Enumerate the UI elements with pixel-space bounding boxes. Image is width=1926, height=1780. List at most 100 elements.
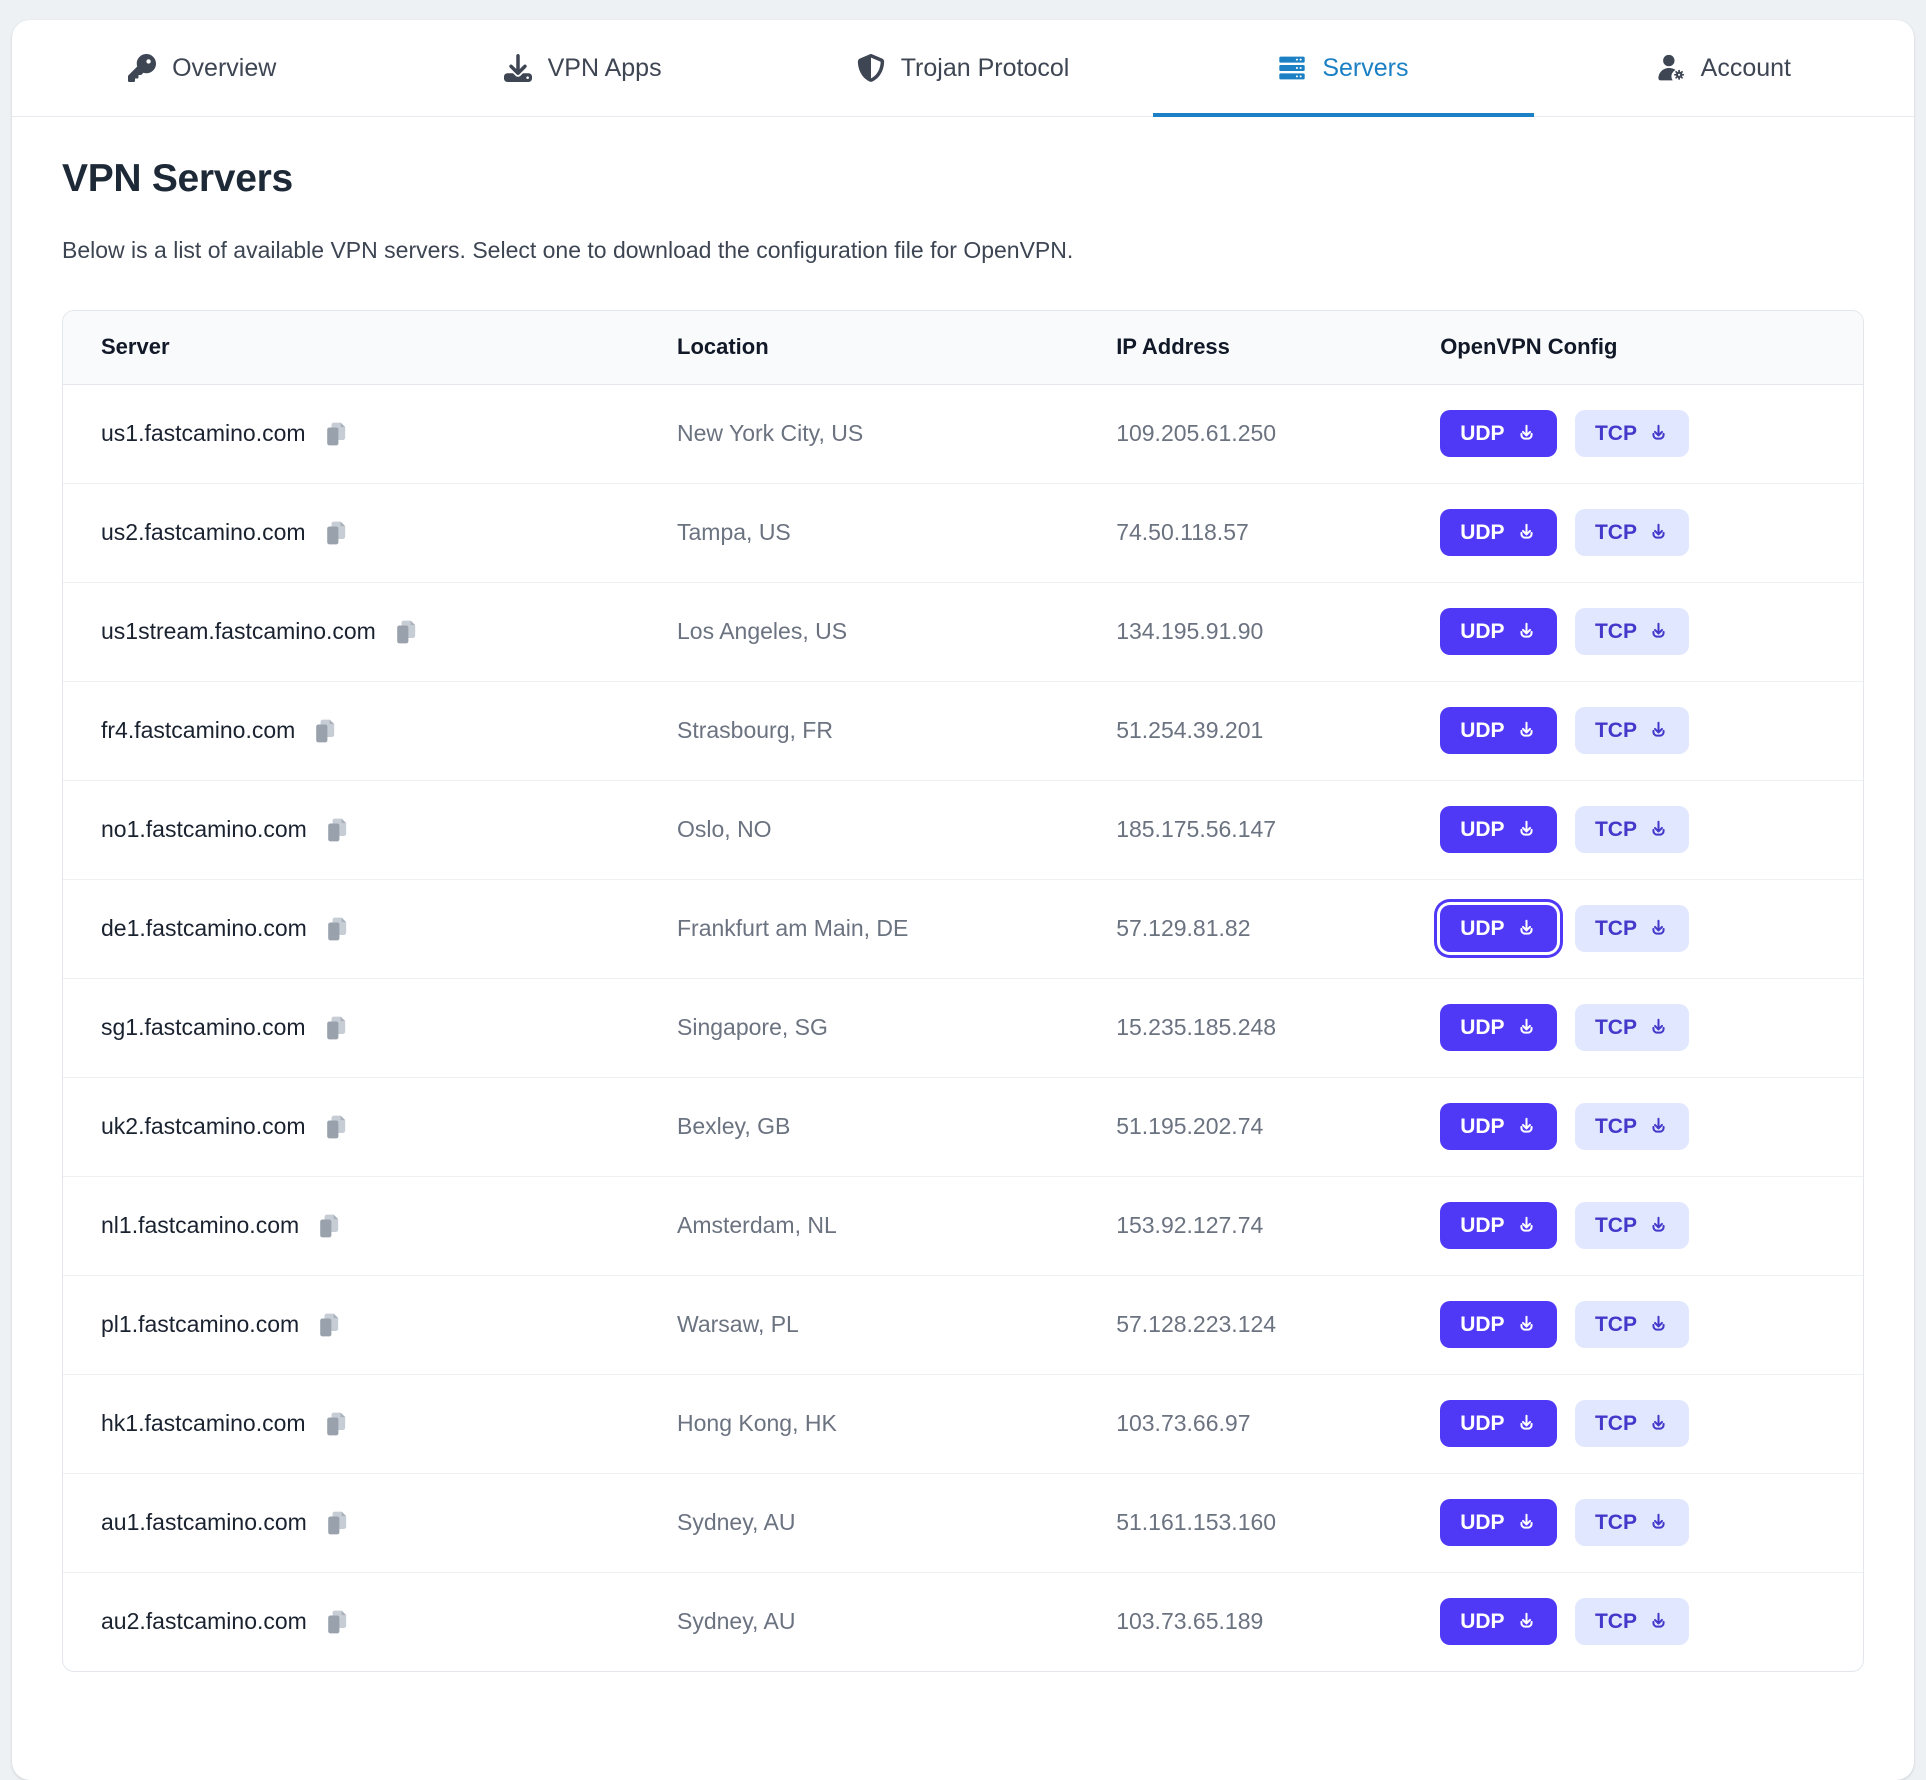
- udp-download-button[interactable]: UDP: [1440, 1103, 1557, 1150]
- tab-trojan-protocol[interactable]: Trojan Protocol: [773, 20, 1153, 116]
- tcp-button-label: TCP: [1594, 619, 1637, 643]
- download-icon: [1516, 621, 1537, 642]
- server-name: nl1.fastcamino.com: [101, 1212, 300, 1238]
- server-ip: 103.73.65.189: [1078, 1571, 1403, 1671]
- copy-icon: [323, 1410, 351, 1438]
- download-icon: [1516, 1611, 1537, 1632]
- udp-button-label: UDP: [1460, 619, 1505, 643]
- tab-label: Trojan Protocol: [900, 53, 1070, 82]
- udp-download-button[interactable]: UDP: [1440, 1499, 1557, 1546]
- server-location: Strasbourg, FR: [639, 680, 1079, 780]
- table-row: uk2.fastcamino.com Bexley, GB 51.195.202…: [63, 1076, 1863, 1176]
- copy-icon: [324, 1608, 352, 1636]
- copy-hostname-button[interactable]: [324, 915, 352, 943]
- server-location: Los Angeles, US: [639, 581, 1079, 681]
- tab-servers[interactable]: Servers: [1153, 20, 1535, 117]
- download-icon: [1516, 1215, 1537, 1236]
- table-row: de1.fastcamino.com Frankfurt am Main, DE…: [63, 878, 1863, 978]
- tcp-download-button[interactable]: TCP: [1574, 509, 1689, 556]
- tcp-download-button[interactable]: TCP: [1574, 1103, 1689, 1150]
- udp-download-button[interactable]: UDP: [1440, 1004, 1557, 1051]
- udp-download-button[interactable]: UDP: [1440, 608, 1557, 655]
- udp-button-label: UDP: [1460, 1213, 1505, 1237]
- copy-icon: [324, 816, 352, 844]
- tcp-download-button[interactable]: TCP: [1574, 1202, 1689, 1249]
- server-ip: 51.161.153.160: [1078, 1472, 1403, 1572]
- copy-hostname-button[interactable]: [323, 1410, 351, 1438]
- tab-label: Account: [1700, 53, 1791, 82]
- table-row: us1.fastcamino.com New York City, US 109…: [63, 384, 1863, 483]
- download-icon: [1648, 1611, 1669, 1632]
- udp-download-button[interactable]: UDP: [1440, 509, 1557, 556]
- copy-hostname-button[interactable]: [316, 1311, 344, 1339]
- copy-hostname-button[interactable]: [323, 1113, 351, 1141]
- udp-download-button[interactable]: UDP: [1440, 707, 1557, 754]
- copy-hostname-button[interactable]: [312, 717, 340, 745]
- server-table-body: us1.fastcamino.com New York City, US 109…: [63, 384, 1863, 1671]
- servers-table: Server Location IP Address OpenVPN Confi…: [62, 310, 1864, 1672]
- table-row: au2.fastcamino.com Sydney, AU 103.73.65.…: [63, 1571, 1863, 1671]
- tcp-button-label: TCP: [1594, 1114, 1637, 1138]
- tcp-download-button[interactable]: TCP: [1574, 905, 1689, 952]
- udp-download-button[interactable]: UDP: [1440, 1202, 1557, 1249]
- server-name: us2.fastcamino.com: [101, 519, 306, 545]
- download-icon: [1648, 819, 1669, 840]
- udp-download-button[interactable]: UDP: [1440, 806, 1557, 853]
- copy-icon: [324, 1509, 352, 1537]
- tab-overview[interactable]: Overview: [12, 20, 392, 116]
- copy-hostname-button[interactable]: [324, 816, 352, 844]
- server-ip: 134.195.91.90: [1078, 581, 1403, 681]
- server-ip: 74.50.118.57: [1078, 482, 1403, 582]
- server-ip: 51.254.39.201: [1078, 680, 1403, 780]
- server-ip: 57.128.223.124: [1078, 1274, 1403, 1374]
- tab-account[interactable]: Account: [1534, 20, 1914, 116]
- download-icon: [1648, 1413, 1669, 1434]
- tcp-button-label: TCP: [1594, 916, 1637, 940]
- tcp-button-label: TCP: [1594, 1312, 1637, 1336]
- server-location: Hong Kong, HK: [639, 1373, 1079, 1473]
- tcp-download-button[interactable]: TCP: [1574, 1400, 1689, 1447]
- tcp-download-button[interactable]: TCP: [1574, 410, 1689, 457]
- tcp-download-button[interactable]: TCP: [1574, 1301, 1689, 1348]
- copy-hostname-button[interactable]: [324, 1509, 352, 1537]
- download-icon: [1648, 1512, 1669, 1533]
- copy-hostname-button[interactable]: [323, 1014, 351, 1042]
- download-icon: [1516, 918, 1537, 939]
- copy-icon: [323, 1014, 351, 1042]
- udp-download-button[interactable]: UDP: [1440, 905, 1557, 952]
- server-location: Singapore, SG: [639, 977, 1079, 1077]
- tcp-button-label: TCP: [1594, 421, 1637, 445]
- copy-icon: [316, 1212, 344, 1240]
- server-location: Bexley, GB: [639, 1076, 1079, 1176]
- key-icon: [128, 54, 157, 82]
- download-icon: [1648, 621, 1669, 642]
- copy-hostname-button[interactable]: [324, 1608, 352, 1636]
- tcp-download-button[interactable]: TCP: [1574, 1598, 1689, 1646]
- tcp-download-button[interactable]: TCP: [1574, 1004, 1689, 1051]
- tcp-download-button[interactable]: TCP: [1574, 608, 1689, 655]
- table-row: us1stream.fastcamino.com Los Angeles, US…: [63, 581, 1863, 681]
- table-row: no1.fastcamino.com Oslo, NO 185.175.56.1…: [63, 779, 1863, 879]
- udp-download-button[interactable]: UDP: [1440, 1301, 1557, 1348]
- copy-hostname-button[interactable]: [323, 519, 351, 547]
- tcp-download-button[interactable]: TCP: [1574, 1499, 1689, 1546]
- copy-icon: [393, 618, 421, 646]
- download-icon: [1516, 423, 1537, 444]
- table-header: Server Location IP Address OpenVPN Confi…: [63, 311, 1863, 385]
- udp-button-label: UDP: [1460, 718, 1505, 742]
- udp-button-label: UDP: [1460, 520, 1505, 544]
- copy-hostname-button[interactable]: [393, 618, 421, 646]
- udp-download-button[interactable]: UDP: [1440, 1400, 1557, 1447]
- user-gear-icon: [1657, 54, 1685, 82]
- download-icon: [1516, 522, 1537, 543]
- udp-download-button[interactable]: UDP: [1440, 410, 1557, 457]
- copy-hostname-button[interactable]: [316, 1212, 344, 1240]
- copy-hostname-button[interactable]: [323, 420, 351, 448]
- udp-download-button[interactable]: UDP: [1440, 1598, 1557, 1646]
- tab-vpn-apps[interactable]: VPN Apps: [392, 20, 772, 116]
- download-icon: [1516, 1413, 1537, 1434]
- column-header-config: OpenVPN Config: [1402, 311, 1863, 385]
- tcp-download-button[interactable]: TCP: [1574, 707, 1689, 754]
- udp-button-label: UDP: [1460, 1510, 1505, 1534]
- tcp-download-button[interactable]: TCP: [1574, 806, 1689, 853]
